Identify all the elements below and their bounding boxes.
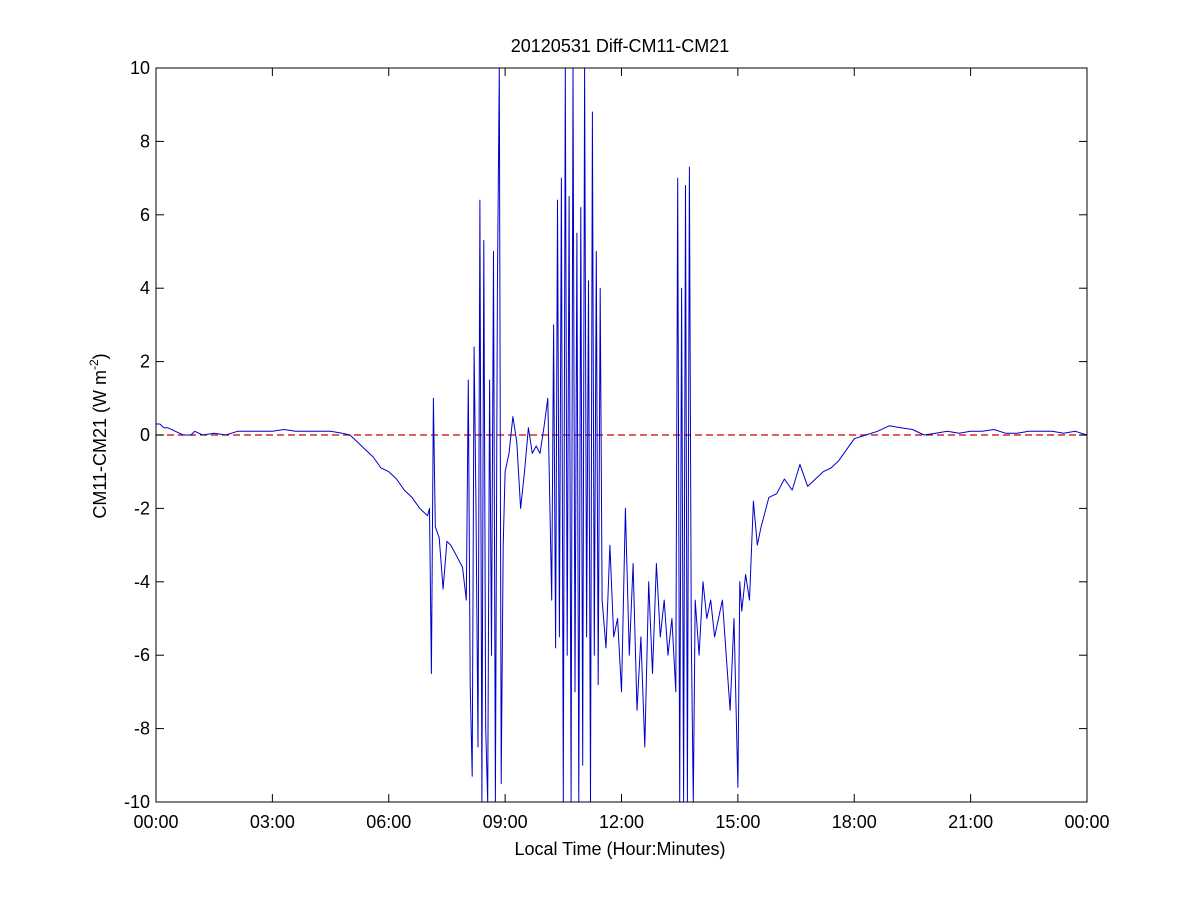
x-tick-label: 03:00 xyxy=(250,812,295,832)
x-axis: 00:00 03:00 06:00 09:00 12:00 15:00 18:00 21:00… xyxy=(133,68,1110,832)
plot-area xyxy=(156,68,1087,802)
y-tick-label: -4 xyxy=(134,572,150,592)
x-tick-label: 00:00 xyxy=(1064,812,1109,832)
y-tick-label: 10 xyxy=(130,58,150,78)
y-tick-label: 0 xyxy=(140,425,150,445)
y-tick-label: 6 xyxy=(140,205,150,225)
y-tick-label: -2 xyxy=(134,498,150,518)
y-tick-label: -6 xyxy=(134,645,150,665)
y-axis: -10 -8 -6 -4 -2 0 2 4 6 8 10 xyxy=(124,58,1087,812)
y-tick-label: -8 xyxy=(134,719,150,739)
y-axis-label-superscript: -2 xyxy=(87,359,101,370)
x-tick-label: 06:00 xyxy=(366,812,411,832)
y-axis-label-suffix: ) xyxy=(90,353,110,359)
y-tick-label: -10 xyxy=(124,792,150,812)
x-tick-label: 21:00 xyxy=(948,812,993,832)
x-tick-label: 09:00 xyxy=(483,812,528,832)
y-tick-label: 8 xyxy=(140,131,150,151)
series-line xyxy=(156,68,1087,802)
x-axis-label: Local Time (Hour:Minutes) xyxy=(514,839,725,859)
x-tick-label: 15:00 xyxy=(715,812,760,832)
y-tick-label: 2 xyxy=(140,352,150,372)
y-axis-label-main: CM11-CM21 (W m xyxy=(90,370,110,519)
x-tick-label: 00:00 xyxy=(133,812,178,832)
y-tick-label: 4 xyxy=(140,278,150,298)
y-axis-label: CM11-CM21 (W m-2) xyxy=(87,353,110,518)
x-tick-label: 18:00 xyxy=(832,812,877,832)
chart-title: 20120531 Diff-CM11-CM21 xyxy=(511,36,729,56)
x-tick-label: 12:00 xyxy=(599,812,644,832)
